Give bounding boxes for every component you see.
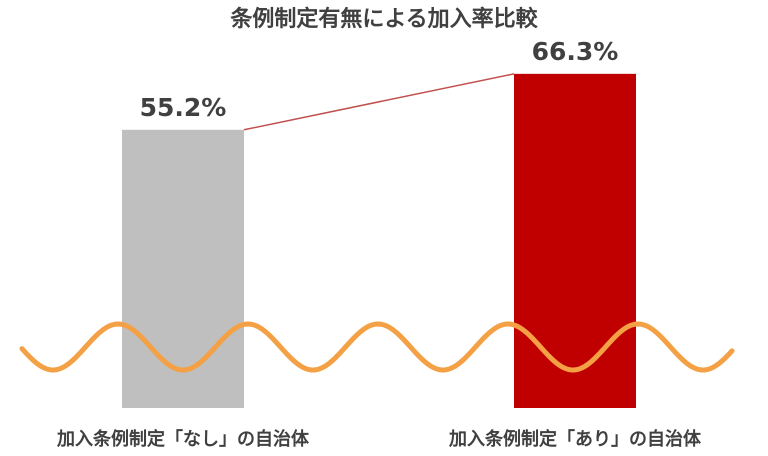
category-label-1: 加入条例制定「なし」の自治体 <box>56 428 310 450</box>
decorative-wave-line <box>19 321 735 373</box>
bar-2 <box>514 73 636 409</box>
data-label-1: 55.2% <box>140 93 227 122</box>
category-label-2: 加入条例制定「あり」の自治体 <box>448 428 702 450</box>
chart-title: 条例制定有無による加入率比較 <box>229 6 538 32</box>
bar-1 <box>122 129 244 409</box>
data-label-2: 66.3% <box>532 37 619 66</box>
trend-connector-line <box>243 73 515 131</box>
